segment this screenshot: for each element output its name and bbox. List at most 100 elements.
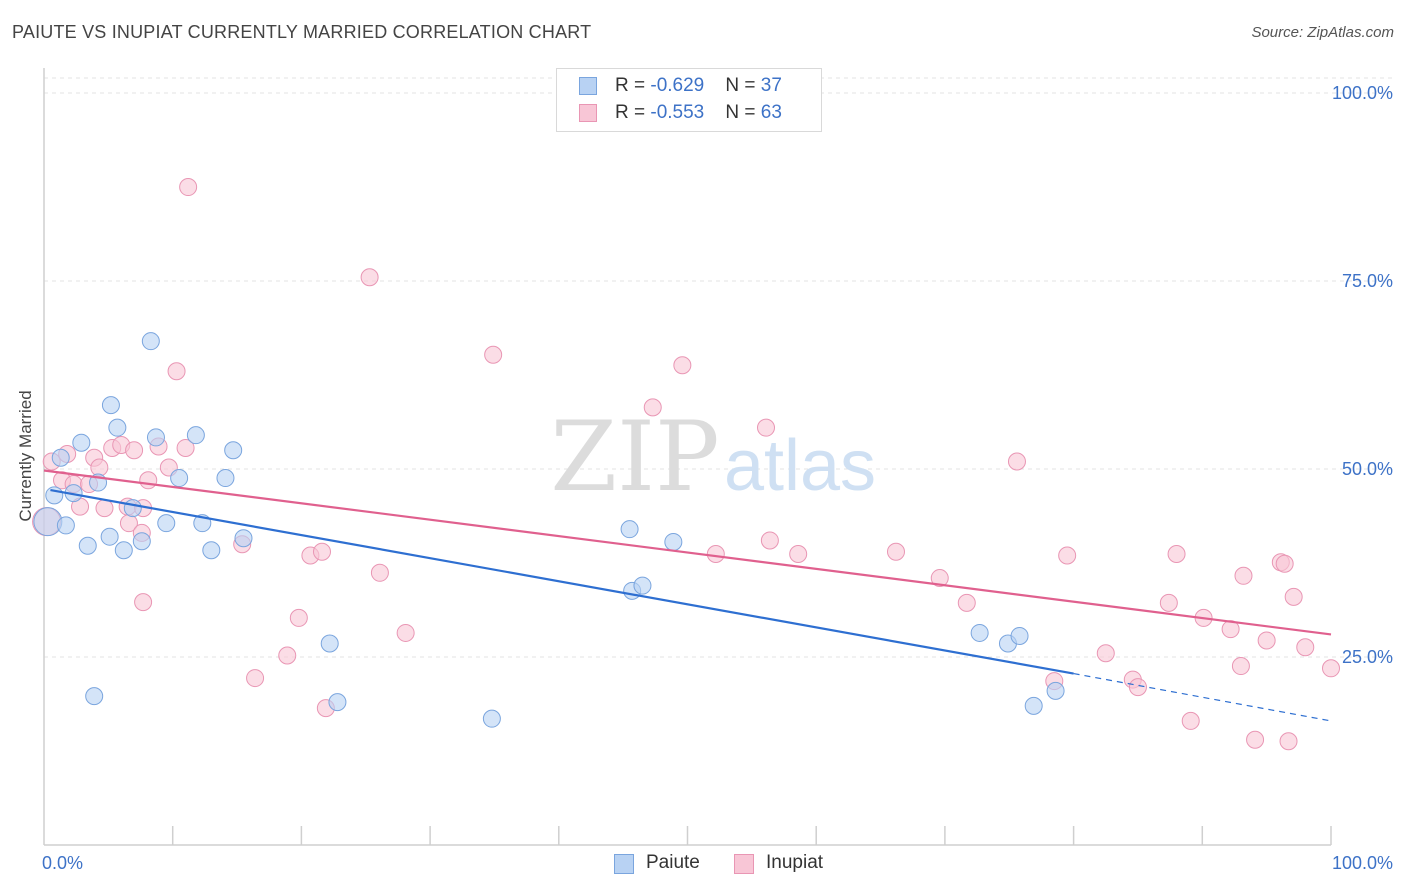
inupiat-point — [179, 178, 198, 197]
paiute-point — [157, 514, 176, 533]
inupiat-point — [1007, 452, 1026, 471]
chart-source: Source: ZipAtlas.com — [1251, 24, 1394, 41]
paiute-point — [1010, 626, 1029, 645]
inupiat-point — [1167, 544, 1186, 563]
paiute-point — [146, 428, 165, 447]
inupiat-point — [706, 544, 725, 563]
paiute-point — [101, 396, 120, 415]
paiute-point — [85, 687, 104, 706]
inupiat-legend-label: Inupiat — [766, 852, 824, 873]
inupiat-point — [1231, 657, 1250, 676]
paiute-swatch — [579, 77, 597, 95]
inupiat-point — [370, 563, 389, 582]
gridlines — [44, 77, 1392, 658]
y-tick-label: 25.0% — [1342, 647, 1393, 667]
paiute-legend-label: Paiute — [646, 852, 700, 873]
paiute-point — [51, 448, 70, 467]
inupiat-point — [1096, 644, 1115, 663]
inupiat-swatch — [579, 104, 597, 122]
inupiat-point — [396, 623, 415, 642]
inupiat-r-value: -0.553 — [650, 102, 705, 123]
inupiat-point — [757, 418, 776, 437]
paiute-point — [1046, 681, 1065, 700]
paiute-point — [216, 469, 235, 488]
paiute-point — [224, 441, 243, 460]
paiute-r-label: R = — [615, 75, 651, 96]
inupiat-point — [134, 593, 153, 612]
paiute-point — [664, 532, 683, 551]
inupiat-point — [1159, 593, 1178, 612]
inupiat-point — [139, 471, 158, 490]
inupiat-point — [1322, 659, 1340, 678]
inupiat-point — [95, 499, 114, 518]
paiute-point — [170, 469, 189, 488]
paiute-point — [78, 536, 97, 555]
inupiat-point — [312, 542, 331, 561]
paiute-point — [123, 499, 142, 518]
inupiat-point — [1058, 546, 1077, 565]
paiute-point — [114, 541, 133, 560]
inupiat-point — [957, 593, 976, 612]
paiute-point — [186, 426, 205, 445]
inupiat-point — [176, 438, 195, 457]
paiute-trend-extension — [1073, 672, 1332, 722]
stats-legend: R = -0.629 N = 37 R = -0.553 N = 63 — [556, 68, 822, 132]
paiute-point — [482, 709, 501, 728]
paiute-point — [970, 623, 989, 642]
watermark-zip: ZIP — [550, 401, 719, 513]
inupiat-point — [1284, 587, 1303, 606]
inupiat-point — [643, 398, 662, 417]
inupiat-point — [246, 669, 265, 688]
paiute-trend-line — [50, 488, 1074, 675]
paiute-r-value: -0.629 — [650, 75, 705, 96]
paiute-point — [620, 520, 639, 539]
paiute-point — [45, 486, 64, 505]
paiute-n-value: 37 — [760, 75, 782, 96]
paiute-point — [202, 541, 221, 560]
inupiat-n-label: N = — [725, 102, 761, 123]
paiute-point — [132, 532, 151, 551]
inupiat-n-value: 63 — [760, 102, 782, 123]
inupiat-point — [930, 569, 949, 588]
inupiat-point — [886, 542, 905, 561]
paiute-point — [72, 433, 91, 452]
watermark: ZIP atlas — [550, 401, 876, 513]
axes — [43, 68, 1332, 846]
tick-labels: 25.0% 50.0% 75.0% 100.0% 0.0% 100.0% — [42, 83, 1393, 873]
paiute-point — [141, 332, 160, 351]
inupiat-point — [289, 608, 308, 627]
inupiat-point — [278, 646, 297, 665]
inupiat-point — [1257, 631, 1276, 650]
y-tick-label: 100.0% — [1332, 83, 1393, 103]
paiute-points — [33, 332, 1065, 728]
inupiat-point — [1181, 711, 1200, 730]
inupiat-point — [1296, 638, 1315, 657]
paiute-point — [108, 418, 127, 437]
y-tick-label: 75.0% — [1342, 271, 1393, 291]
inupiat-r-label: R = — [615, 102, 651, 123]
inupiat-point — [789, 544, 808, 563]
inupiat-legend-swatch — [734, 854, 754, 874]
paiute-point — [320, 634, 339, 653]
paiute-point — [234, 529, 253, 548]
paiute-point — [33, 507, 63, 537]
inupiat-point — [484, 345, 503, 364]
inupiat-point — [90, 458, 109, 477]
inupiat-point — [1275, 554, 1294, 573]
inupiat-point — [673, 356, 692, 375]
inupiat-point — [167, 362, 186, 381]
y-tick-label: 50.0% — [1342, 459, 1393, 479]
x-tick-label: 0.0% — [42, 853, 83, 873]
paiute-n-label: N = — [725, 75, 761, 96]
inupiat-point — [760, 531, 779, 550]
watermark-atlas: atlas — [724, 426, 876, 506]
chart-title: PAIUTE VS INUPIAT CURRENTLY MARRIED CORR… — [12, 22, 592, 42]
trend-lines — [43, 469, 1332, 722]
x-tick-label: 100.0% — [1332, 853, 1393, 873]
inupiat-trend-line — [43, 469, 1332, 636]
inupiat-point — [1128, 678, 1147, 697]
inupiat-point — [125, 441, 144, 460]
paiute-point — [633, 576, 652, 595]
paiute-point — [1024, 696, 1043, 715]
